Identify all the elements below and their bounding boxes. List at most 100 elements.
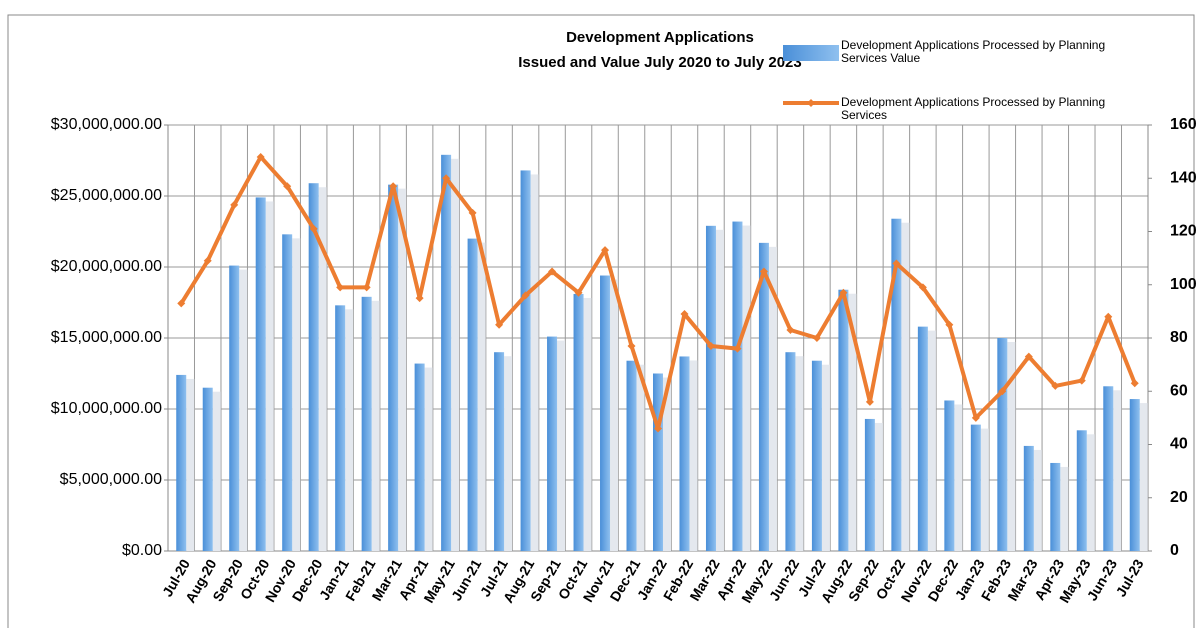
bar xyxy=(705,225,716,551)
bar-shadow xyxy=(186,378,195,551)
chart-title: Development Applications xyxy=(566,29,754,46)
y-tick-label: $0.00 xyxy=(122,542,162,559)
bar-shadow xyxy=(927,330,936,551)
y2-tick-label: 0 xyxy=(1170,542,1179,559)
line-marker xyxy=(865,397,874,406)
bar xyxy=(785,352,796,551)
bar xyxy=(864,418,875,551)
line-marker xyxy=(706,341,715,350)
line-marker xyxy=(1077,376,1086,385)
legend-box: Development Applications Processed by Pl… xyxy=(841,39,1106,65)
bar xyxy=(653,373,663,551)
bar xyxy=(388,184,399,551)
line-marker xyxy=(680,310,689,319)
bar xyxy=(255,197,266,552)
y2-tick-label: 20 xyxy=(1170,489,1188,506)
y2-tick-label: 40 xyxy=(1170,436,1188,453)
bar xyxy=(944,400,955,551)
bar-shadow xyxy=(345,309,354,551)
bar-shadow xyxy=(504,356,513,551)
line-marker xyxy=(1104,312,1113,321)
bar xyxy=(1076,430,1087,551)
y2-tick-label: 120 xyxy=(1170,223,1197,240)
y-tick-label: $20,000,000.00 xyxy=(51,258,162,275)
bar xyxy=(361,296,372,551)
line-marker xyxy=(945,320,954,329)
bar-shadow xyxy=(1060,466,1069,551)
bar xyxy=(547,336,558,551)
bar xyxy=(758,242,769,552)
bar-shadow xyxy=(848,293,857,551)
bar-shadow xyxy=(1007,342,1016,551)
chart-subtitle: Issued and Value July 2020 to July 2023 xyxy=(518,54,801,71)
bar-shadow xyxy=(239,269,248,551)
bar-shadow xyxy=(557,340,566,551)
bar-shadow xyxy=(742,225,751,551)
bar xyxy=(626,360,637,551)
bar xyxy=(970,424,981,551)
bar xyxy=(838,289,849,551)
line-marker xyxy=(733,344,742,353)
line-marker xyxy=(786,326,795,335)
bar xyxy=(573,293,584,551)
bar xyxy=(732,221,743,551)
bar xyxy=(1103,386,1114,551)
bar-shadow xyxy=(1086,434,1095,551)
y-tick-label: $15,000,000.00 xyxy=(51,329,162,346)
line-marker xyxy=(283,182,292,191)
line-marker xyxy=(495,320,504,329)
y-tick-label: $5,000,000.00 xyxy=(60,471,162,488)
bar xyxy=(176,374,187,551)
bar xyxy=(282,234,293,551)
bar-shadow xyxy=(821,364,830,551)
bar xyxy=(202,387,213,551)
bar xyxy=(1129,399,1140,551)
line-marker xyxy=(389,182,398,191)
line-marker xyxy=(468,208,477,217)
bar xyxy=(917,326,928,551)
bar-shadow xyxy=(398,188,407,551)
bar-shadow xyxy=(451,158,460,551)
line-marker xyxy=(362,283,371,292)
bar-shadow xyxy=(901,222,910,551)
y-tick-label: $10,000,000.00 xyxy=(51,400,162,417)
line-marker xyxy=(574,288,583,297)
bar xyxy=(414,363,425,551)
legend-swatch xyxy=(783,45,839,61)
line-marker xyxy=(601,246,610,255)
y-tick-label: $25,000,000.00 xyxy=(51,187,162,204)
line-marker xyxy=(177,299,186,308)
legend-label: Development Applications Processed by Pl… xyxy=(841,39,1106,65)
bar-shadow xyxy=(663,377,671,551)
bar-shadow xyxy=(424,367,433,551)
y2-tick-label: 100 xyxy=(1170,276,1197,293)
line-marker xyxy=(230,200,239,209)
bar-shadow xyxy=(583,297,592,551)
bar-shadow xyxy=(795,356,804,551)
legend-label: Development Applications Processed by Pl… xyxy=(841,96,1106,122)
bar xyxy=(1050,462,1061,551)
line-marker xyxy=(839,288,848,297)
line-marker xyxy=(256,152,265,161)
legend-marker xyxy=(807,99,815,107)
bar-shadow xyxy=(1139,403,1148,551)
bar-shadow xyxy=(292,238,301,551)
bar-shadow xyxy=(715,229,724,551)
line-marker xyxy=(1051,381,1060,390)
y-tick-label: $30,000,000.00 xyxy=(51,116,162,133)
line-marker xyxy=(812,334,821,342)
bar xyxy=(1023,445,1034,551)
bar xyxy=(308,183,319,551)
line-marker xyxy=(203,256,212,265)
bar-shadow xyxy=(477,242,486,551)
bar xyxy=(891,218,902,551)
legend-box: Development Applications Processed by Pl… xyxy=(841,96,1106,122)
y2-tick-label: 60 xyxy=(1170,382,1188,399)
bar xyxy=(335,305,346,551)
bar-shadow xyxy=(371,300,380,551)
bar-shadow xyxy=(980,428,989,551)
line-marker xyxy=(521,291,530,300)
line-marker xyxy=(892,259,901,268)
line-marker xyxy=(759,267,768,276)
